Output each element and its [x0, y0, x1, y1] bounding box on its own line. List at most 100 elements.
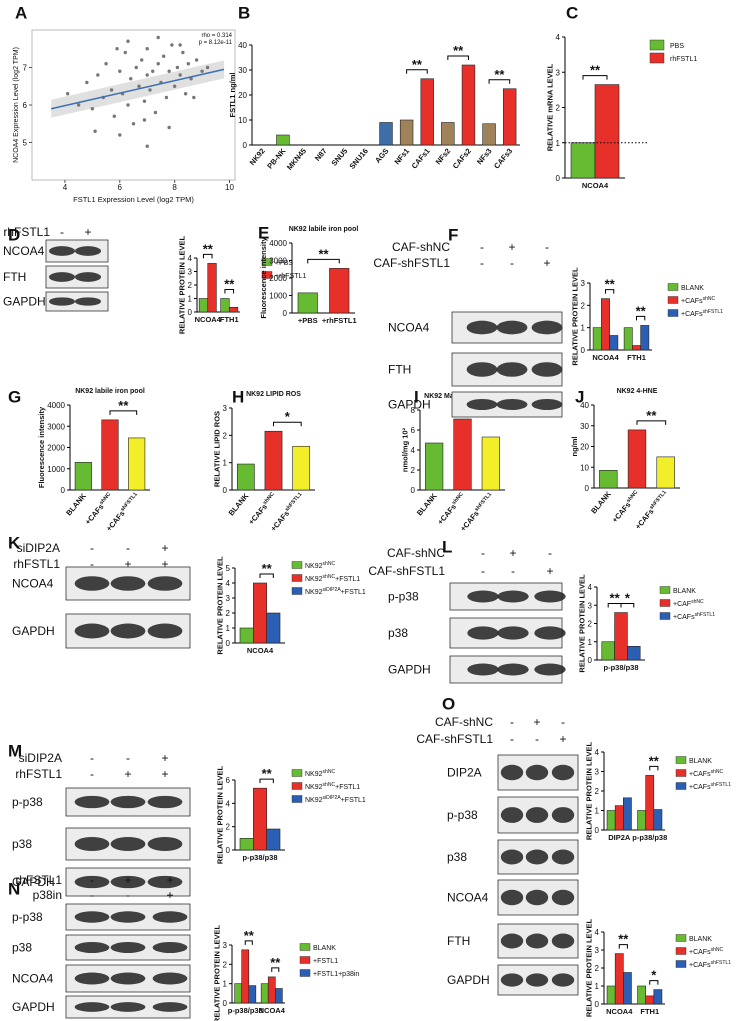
significance-label: ** [244, 928, 255, 943]
blot-band [525, 889, 549, 906]
y-tick-label: 1 [588, 638, 593, 647]
point [189, 77, 193, 81]
condition-label: CAF-shFSTL1 [368, 564, 445, 578]
condition-sign: + [124, 873, 131, 887]
x-tick-label: NCOA4 [259, 1006, 286, 1015]
bar [614, 612, 628, 661]
legend-label-part: NK92 [305, 589, 323, 596]
x-tick-label-part: CAFs2 [451, 147, 473, 171]
x-tick-label-part: NFs2 [434, 147, 453, 167]
condition-sign: - [90, 557, 94, 571]
bar [292, 445, 311, 491]
significance-label: ** [649, 753, 660, 768]
blot-band [110, 972, 146, 985]
bar [248, 985, 257, 1004]
point [126, 39, 130, 43]
bar [637, 810, 646, 831]
bar [276, 134, 290, 146]
point [118, 133, 122, 137]
x-tick-label-part: shFSTL1 [120, 492, 139, 513]
chart-title: NK92 labile iron pool [289, 226, 359, 233]
y-tick-label: 6 [411, 426, 416, 435]
condition-sign: - [90, 873, 94, 887]
blot-band [74, 836, 110, 852]
y-tick-label: 4 [595, 748, 600, 757]
x-tick-label-part: FTH1 [627, 353, 646, 362]
condition-sign: - [126, 888, 130, 902]
bar [640, 325, 650, 351]
x-tick-label: 4 [63, 183, 68, 192]
significance-label: * [651, 968, 657, 983]
blot-band [110, 1002, 146, 1012]
row-label: FTH [3, 270, 26, 284]
y-axis-label: RELATIVE PROTEIN LEVEL [178, 235, 187, 334]
point [156, 35, 160, 40]
bar [570, 142, 596, 179]
point [126, 103, 130, 107]
blot-band [551, 889, 575, 906]
legend-label-part: BLANK [681, 285, 704, 292]
condition-label: CAF-shNC [387, 546, 445, 560]
x-tick-label-part: shNC [626, 489, 640, 504]
legend-label: NK92shNC+FSTL1 [305, 574, 360, 583]
significance-bracket [259, 573, 274, 578]
significance-label: ** [605, 277, 616, 292]
x-tick-label: NFs1 [392, 147, 411, 167]
significance-label: ** [318, 246, 329, 261]
point [172, 84, 177, 88]
bar [220, 298, 230, 313]
bar [653, 989, 663, 1005]
x-tick-label: NFs3 [475, 147, 494, 167]
point [137, 84, 141, 88]
x-tick-label: BLANK [227, 491, 251, 517]
point [129, 77, 133, 81]
x-tick-label: +PBS [298, 316, 318, 325]
y-axis-label: ng/ml [570, 437, 579, 457]
condition-sign: - [90, 767, 94, 781]
legend-label: BLANK [673, 588, 696, 595]
panel-letter: J [575, 387, 584, 406]
row-label: NCOA4 [388, 321, 430, 335]
point [112, 114, 116, 118]
y-tick-label: 4 [595, 928, 600, 937]
condition-label: siDIP2A [19, 751, 62, 765]
x-tick-label-part: NFs1 [392, 147, 411, 167]
condition-sign: - [510, 256, 514, 270]
y-axis-label: RELATIVE LIPID ROS [213, 411, 222, 487]
condition-sign: - [481, 546, 485, 560]
x-tick-label-part: NK92 [248, 147, 267, 167]
significance-label: ** [118, 398, 129, 413]
bar [274, 988, 283, 1004]
point [140, 58, 144, 62]
bar [627, 646, 641, 661]
significance-bracket [618, 944, 628, 949]
y-tick-label: 4000 [269, 239, 287, 248]
panel-letter: D [8, 225, 20, 244]
legend-label: +CAFsshFSTL1 [689, 782, 731, 791]
x-tick-label-part: BLANK [589, 489, 613, 515]
x-tick-label: NCOA4 [582, 181, 609, 190]
y-tick-label: 2 [581, 301, 586, 310]
bar [74, 462, 92, 491]
condition-sign: - [545, 240, 549, 254]
x-tick-label-part: shFSTL1 [284, 492, 303, 513]
x-tick-label: p-p38/p38 [228, 1006, 263, 1015]
blot-band [525, 849, 549, 865]
blot-band [500, 764, 524, 781]
blot-band [110, 836, 146, 852]
x-tick-label: N87 [313, 147, 329, 163]
legend-label-part: +FSTL1 [341, 589, 366, 596]
legend-label-part: +CAFs [689, 962, 711, 969]
bar [260, 983, 269, 1004]
x-tick-label: AGS [373, 147, 390, 165]
x-tick-label: DIP2A [608, 833, 631, 842]
legend-label: +rhFSTL1 [275, 273, 306, 280]
significance-label: ** [618, 932, 629, 947]
row-label: p38 [447, 850, 467, 864]
y-tick-label: 0 [188, 308, 193, 317]
x-tick-label: NCOA4 [195, 315, 222, 324]
x-tick-label-part: NCOA4 [606, 1007, 633, 1016]
legend-label-part: BLANK [689, 936, 712, 943]
point [194, 58, 199, 62]
significance-bracket [273, 421, 302, 427]
